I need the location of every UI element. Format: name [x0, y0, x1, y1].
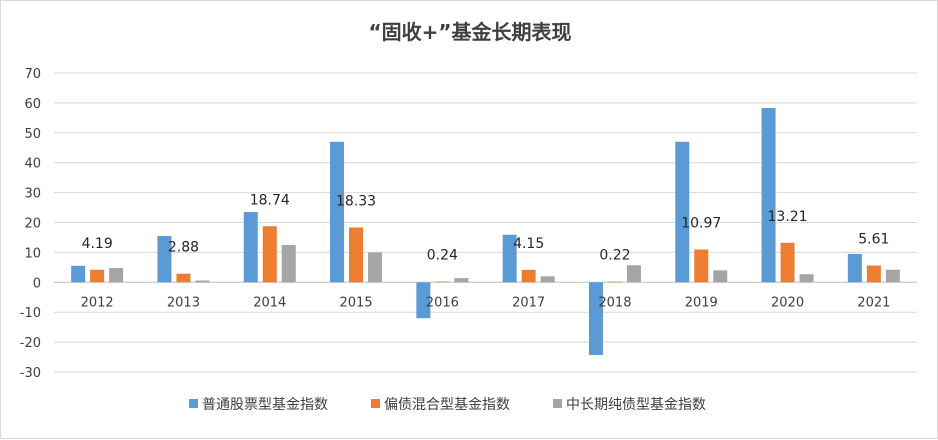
bar-bond: [195, 280, 210, 283]
bar-mixed: [780, 242, 795, 283]
bar-mixed: [435, 281, 450, 283]
y-tick-label: -30: [20, 366, 41, 381]
legend-swatch: [189, 399, 198, 408]
y-tick-label: 50: [24, 127, 41, 142]
bar-stock: [416, 282, 431, 319]
x-tick-label: 2013: [167, 295, 200, 310]
y-tick-label: 0: [33, 276, 41, 291]
x-tick-label: 2021: [857, 295, 890, 310]
bar-mixed: [866, 265, 881, 283]
bar-bond: [368, 252, 383, 283]
data-label: 4.19: [82, 236, 113, 252]
labels: 70 60 50 40 30 20 10 0 -10 -20 -30 2012 4.19 2013 2.88…: [20, 67, 891, 381]
bar-bond: [626, 265, 641, 283]
bar-mixed: [262, 226, 277, 283]
x-tick-label: 2017: [512, 295, 545, 310]
bar-stock: [502, 234, 517, 283]
bar-mixed: [521, 269, 536, 283]
bar-mixed: [349, 227, 364, 283]
data-label: 4.15: [513, 236, 544, 252]
bar-mixed: [607, 281, 622, 283]
bar-bond: [540, 276, 555, 283]
data-label: 0.24: [427, 248, 458, 264]
bar-mixed: [694, 249, 709, 283]
y-tick-label: 60: [24, 97, 41, 112]
bars: [71, 107, 900, 355]
y-tick-label: 10: [24, 246, 41, 261]
bar-stock: [761, 107, 776, 283]
x-tick-label: 2012: [81, 295, 114, 310]
bar-stock: [675, 141, 690, 283]
data-label: 18.33: [336, 193, 376, 209]
data-label: 0.22: [599, 248, 630, 264]
data-label: 10.97: [681, 215, 721, 231]
x-tick-label: 2019: [685, 295, 718, 310]
bar-bond: [281, 244, 296, 283]
bar-bond: [454, 278, 469, 283]
y-tick-label: 30: [24, 187, 41, 202]
y-tick-label: -10: [20, 306, 41, 321]
y-tick-label: 70: [24, 67, 41, 82]
data-label: 2.88: [168, 240, 199, 256]
x-tick-label: 2016: [426, 295, 459, 310]
chart-title: “固收+”基金长期表现: [368, 20, 571, 44]
data-label: 13.21: [768, 209, 808, 225]
data-label: 5.61: [858, 232, 889, 248]
y-tick-label: 40: [24, 157, 41, 172]
gridlines: [54, 72, 917, 373]
legend-label: 普通股票型基金指数: [202, 396, 328, 413]
bar-stock: [243, 212, 258, 283]
bar-stock: [71, 265, 86, 283]
data-label: 18.74: [250, 192, 290, 208]
bar-bond: [799, 274, 814, 283]
bar-mixed: [90, 269, 105, 283]
bar-stock: [847, 253, 862, 283]
bar-bond: [885, 269, 900, 283]
bar-stock: [588, 282, 603, 355]
legend-label: 中长期纯债型基金指数: [566, 396, 706, 413]
legend-swatch: [553, 399, 562, 408]
x-tick-label: 2018: [598, 295, 631, 310]
legend-label: 偏债混合型基金指数: [384, 396, 510, 413]
bar-stock: [157, 235, 172, 283]
legend: 普通股票型基金指数 偏债混合型基金指数 中长期纯债型基金指数: [189, 396, 706, 413]
x-tick-label: 2020: [771, 295, 804, 310]
bar-bond: [109, 267, 124, 283]
x-tick-label: 2014: [253, 295, 286, 310]
y-tick-label: 20: [24, 217, 41, 232]
bar-mixed: [176, 273, 191, 283]
bar-stock: [330, 141, 345, 283]
x-tick-label: 2015: [340, 295, 373, 310]
bar-bond: [713, 270, 728, 283]
y-tick-label: -20: [20, 336, 41, 351]
legend-swatch: [371, 399, 380, 408]
